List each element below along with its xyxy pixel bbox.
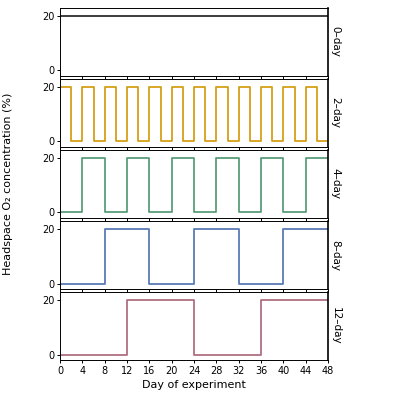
Text: 0–day: 0–day bbox=[331, 26, 341, 57]
Text: 4–day: 4–day bbox=[331, 168, 341, 200]
X-axis label: Day of experiment: Day of experiment bbox=[142, 380, 246, 390]
Text: 2–day: 2–day bbox=[331, 98, 341, 128]
Text: Headspace O₂ concentration (%): Headspace O₂ concentration (%) bbox=[3, 93, 13, 275]
Text: 8–day: 8–day bbox=[331, 240, 341, 270]
Text: 12–day: 12–day bbox=[331, 307, 341, 345]
